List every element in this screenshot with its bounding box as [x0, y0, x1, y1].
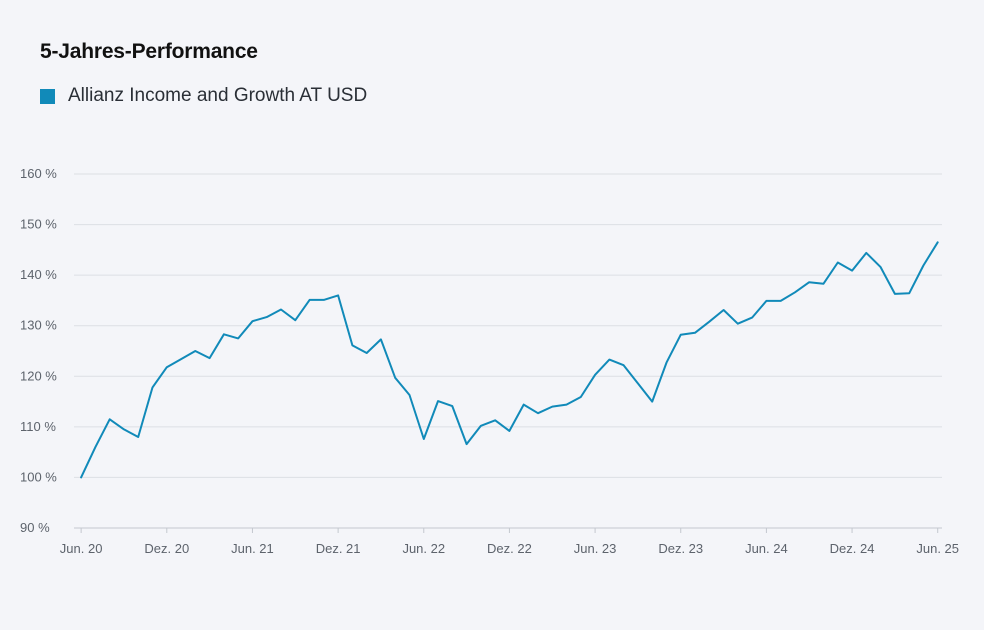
y-tick-label: 90 %: [20, 520, 50, 535]
x-tick-label: Jun. 23: [574, 541, 617, 556]
legend: Allianz Income and Growth AT USD: [40, 85, 367, 107]
x-tick-label: Jun. 21: [231, 541, 274, 556]
x-tick-label: Jun. 25: [916, 541, 959, 556]
y-tick-label: 130 %: [20, 318, 57, 333]
series-line: [80, 241, 939, 479]
x-tick-label: Jun. 22: [402, 541, 445, 556]
y-tick-label: 140 %: [20, 267, 57, 282]
y-tick-label: 120 %: [20, 368, 57, 383]
chart-title: 5-Jahres-Performance: [40, 40, 258, 63]
y-tick-label: 110 %: [20, 419, 56, 434]
legend-label: Allianz Income and Growth AT USD: [68, 85, 368, 106]
y-tick-label: 150 %: [20, 217, 57, 232]
x-tick-label: Dez. 20: [144, 541, 189, 556]
x-tick-label: Dez. 23: [658, 541, 703, 556]
y-tick-label: 100 %: [20, 469, 57, 484]
legend-swatch: [40, 88, 55, 104]
x-tick-label: Jun. 20: [60, 541, 103, 556]
x-tick-label: Dez. 22: [487, 541, 532, 556]
x-tick-label: Dez. 21: [316, 541, 361, 556]
y-tick-label: 160 %: [20, 166, 57, 181]
x-tick-label: Dez. 24: [830, 541, 875, 556]
x-tick-label: Jun. 24: [745, 541, 788, 556]
